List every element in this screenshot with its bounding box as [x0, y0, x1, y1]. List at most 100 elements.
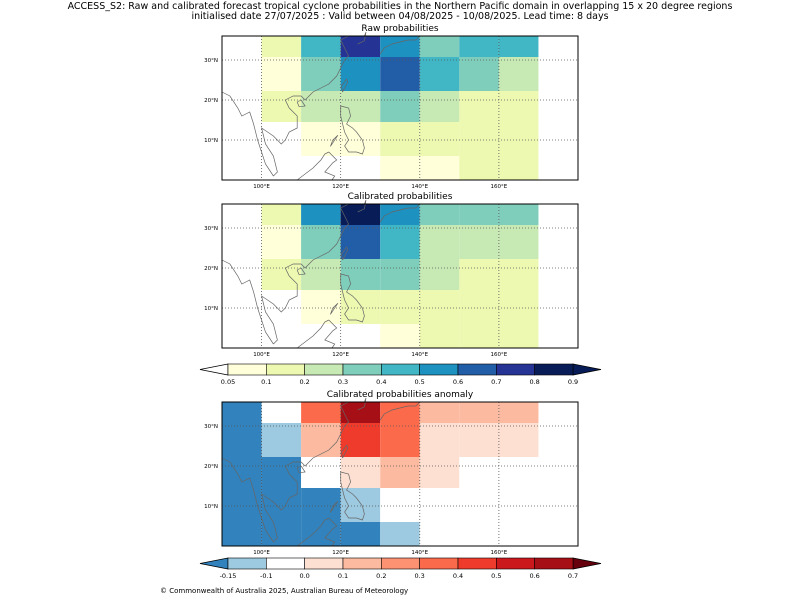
- grid-cell: [380, 290, 420, 324]
- x-tick-label: 140°E: [411, 550, 428, 556]
- grid-cell: [498, 36, 539, 57]
- grid-cell: [459, 423, 499, 457]
- grid-cell: [340, 204, 381, 225]
- grid-cell: [261, 488, 302, 522]
- colorbar-under-arrow: [199, 557, 229, 570]
- grid-cell: [301, 91, 341, 122]
- y-tick-label: 20°N: [204, 98, 218, 104]
- grid-cell: [222, 457, 262, 488]
- grid-cell: [340, 402, 381, 423]
- x-tick-label: 100°E: [253, 352, 270, 358]
- colorbar-tick-label: 0.7: [568, 572, 578, 580]
- grid-cell: [301, 36, 341, 57]
- colorbar-probability: 0.05 0.1 0.2 0.3 0.4 0.5 0.6 0.7 0.8 0.9: [199, 363, 602, 386]
- grid-cell: [301, 57, 341, 91]
- colorbar-swatch: [304, 557, 344, 570]
- grid-cell: [380, 122, 420, 156]
- grid-cell: [380, 91, 420, 122]
- y-tick-label: 30°N: [204, 58, 218, 64]
- colorbar-tick-label: 0.3: [414, 572, 424, 580]
- grid-cell: [459, 324, 499, 348]
- grid-cell: [222, 423, 262, 457]
- grid-cell: [498, 57, 539, 91]
- grid-cell: [459, 290, 499, 324]
- x-tick-label: 160°E: [491, 550, 508, 556]
- grid-cell: [222, 402, 262, 423]
- grid-cell: [459, 204, 499, 225]
- grid-cell: [380, 423, 420, 457]
- grid-cell: [459, 91, 499, 122]
- grid-cell: [261, 36, 302, 57]
- panel-title: Raw probabilities: [361, 24, 439, 34]
- colorbar-swatch: [227, 363, 267, 376]
- colorbar-tick-label: 0.3: [338, 378, 348, 386]
- grid-cell: [459, 57, 499, 91]
- colorbar-swatch: [534, 363, 574, 376]
- panel-title: Calibrated probabilities anomaly: [327, 390, 474, 400]
- colorbar-tick-label: 0.0: [299, 572, 309, 580]
- colorbar-swatch: [227, 557, 267, 570]
- colorbar-tick-label: 0.2: [299, 378, 309, 386]
- grid-cell: [380, 402, 420, 423]
- grid-cell: [340, 259, 381, 290]
- grid-cell: [498, 290, 539, 324]
- grid-cell: [419, 423, 460, 457]
- x-tick-label: 120°E: [332, 550, 349, 556]
- grid-cell: [380, 522, 420, 546]
- figure-title-line1: ACCESS_S2: Raw and calibrated forecast t…: [67, 1, 733, 12]
- colorbar-swatch: [534, 557, 574, 570]
- grid-cell: [459, 488, 499, 522]
- colorbar-tick-label: 0.6: [453, 378, 463, 386]
- x-tick-label: 120°E: [332, 184, 349, 190]
- grid-cell: [498, 423, 539, 457]
- grid-cell: [301, 457, 341, 488]
- colorbar-swatch: [457, 363, 497, 376]
- x-tick-label: 160°E: [491, 352, 508, 358]
- grid-cell: [380, 457, 420, 488]
- grid-cell: [419, 91, 460, 122]
- copyright-text: © Commonwealth of Australia 2025, Austra…: [160, 587, 409, 595]
- map-panel-1: Raw probabilities 100°E 120°E 140°E 160°E 10°…: [204, 24, 579, 190]
- grid-cell: [340, 457, 381, 488]
- grid-cell: [340, 488, 381, 522]
- y-tick-label: 30°N: [204, 424, 218, 430]
- map-frame: [221, 401, 579, 547]
- grid-cell: [340, 522, 381, 546]
- map-panel-2: Calibrated probabilities 100°E 120°E 140°E 1…: [204, 192, 579, 358]
- grid-cell: [301, 225, 341, 259]
- y-tick-label: 30°N: [204, 226, 218, 232]
- grid-cell: [459, 36, 499, 57]
- grid-cell: [459, 402, 499, 423]
- x-tick-label: 140°E: [411, 184, 428, 190]
- grid-cell: [301, 488, 341, 522]
- grid-cell: [419, 488, 460, 522]
- grid-cell: [222, 522, 262, 546]
- grid-cell: [380, 259, 420, 290]
- grid-cell: [419, 324, 460, 348]
- x-tick-label: 120°E: [332, 352, 349, 358]
- colorbar-swatch: [419, 363, 459, 376]
- grid-cell: [459, 522, 499, 546]
- figure-title-line2: initialised date 27/07/2025 : Valid betw…: [191, 11, 609, 22]
- grid-cell: [419, 57, 460, 91]
- x-tick-label: 100°E: [253, 550, 270, 556]
- grid-cell: [301, 204, 341, 225]
- grid-cell: [498, 122, 539, 156]
- colorbar-swatch: [381, 557, 420, 570]
- colorbar-tick-label: 0.5: [491, 572, 501, 580]
- colorbar-tick-label: 0.7: [491, 378, 501, 386]
- grid-cell: [301, 122, 341, 156]
- grid-cell: [340, 225, 381, 259]
- map-frame: [221, 35, 579, 181]
- y-tick-label: 10°N: [204, 138, 218, 144]
- colorbar-tick-label: 0.1: [338, 572, 348, 580]
- map-frame: [221, 203, 579, 349]
- grid-cell: [419, 204, 460, 225]
- grid-cell: [380, 204, 420, 225]
- grid-cell: [419, 156, 460, 180]
- grid-cell: [498, 522, 539, 546]
- panel-title: Calibrated probabilities: [348, 192, 453, 202]
- x-tick-label: 140°E: [411, 352, 428, 358]
- colorbar-swatch: [266, 557, 305, 570]
- grid-cell: [340, 57, 381, 91]
